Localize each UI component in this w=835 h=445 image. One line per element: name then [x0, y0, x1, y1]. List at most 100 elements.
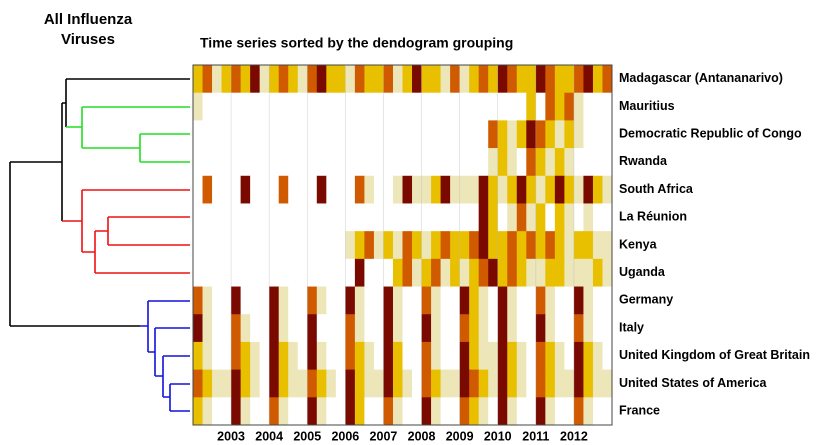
- heat-cell: [240, 369, 251, 398]
- heat-cell: [497, 65, 508, 94]
- heat-cell: [307, 397, 318, 426]
- heat-cell: [469, 120, 480, 149]
- heat-cell: [478, 65, 489, 94]
- heat-cell: [354, 341, 365, 371]
- heat-cell: [326, 369, 337, 398]
- heat-cell: [212, 314, 222, 343]
- heat-cell: [231, 65, 242, 94]
- heat-cell: [354, 369, 365, 398]
- heat-cell: [440, 314, 451, 343]
- heat-cell: [478, 369, 489, 398]
- heat-cell: [573, 92, 584, 121]
- heat-cell: [421, 397, 432, 426]
- heat-cell: [450, 92, 461, 121]
- heat-cell: [288, 92, 299, 121]
- heat-cell: [193, 397, 203, 426]
- heat-cell: [402, 397, 413, 426]
- heat-cell: [193, 175, 203, 204]
- heat-cell: [240, 203, 251, 232]
- heat-cell: [316, 175, 327, 204]
- heat-cell: [602, 65, 613, 94]
- row-label: South Africa: [619, 182, 694, 196]
- heat-cell: [412, 231, 422, 260]
- heat-cell: [288, 175, 299, 204]
- heat-cell: [250, 258, 261, 287]
- heat-cell: [259, 286, 270, 315]
- heat-cell: [421, 65, 432, 94]
- heat-cell: [412, 397, 422, 426]
- heat-cell: [250, 369, 261, 398]
- heat-cell: [316, 258, 327, 287]
- heat-cell: [526, 175, 537, 204]
- heat-cell: [545, 203, 556, 232]
- heat-cell: [450, 148, 461, 177]
- heat-cell: [193, 148, 203, 177]
- heat-cell: [459, 175, 470, 204]
- heat-cell: [412, 369, 422, 398]
- heat-cell: [573, 203, 584, 232]
- heat-cell: [212, 175, 222, 204]
- heat-cell: [488, 65, 499, 94]
- heat-cell: [364, 92, 375, 121]
- heat-cell: [526, 92, 537, 121]
- heat-cell: [231, 286, 242, 315]
- heat-cell: [535, 120, 546, 149]
- heat-cell: [202, 148, 213, 177]
- heat-cell: [440, 65, 451, 94]
- heat-cell: [554, 120, 565, 149]
- heat-cell: [526, 65, 537, 94]
- heat-cell: [402, 203, 413, 232]
- heat-cell: [373, 120, 384, 149]
- heat-cell: [364, 369, 375, 398]
- heat-cell: [545, 65, 556, 94]
- heat-cell: [583, 148, 594, 177]
- heat-cell: [488, 231, 499, 260]
- heat-cell: [307, 286, 318, 315]
- heat-cell: [402, 286, 413, 315]
- heat-cell: [212, 369, 222, 398]
- row-label: France: [619, 403, 660, 417]
- heat-cell: [269, 258, 280, 287]
- heat-cell: [488, 341, 499, 371]
- heat-cell: [497, 286, 508, 315]
- heat-cell: [421, 120, 432, 149]
- heat-cell: [221, 397, 232, 426]
- heat-cell: [259, 369, 270, 398]
- heat-cell: [354, 258, 365, 287]
- heat-cell: [592, 231, 603, 260]
- heat-cell: [459, 231, 470, 260]
- heat-cell: [412, 286, 422, 315]
- heat-cell: [193, 65, 203, 94]
- heat-cell: [269, 175, 280, 204]
- heat-cell: [412, 258, 422, 287]
- heat-cell: [335, 341, 346, 371]
- heat-cell: [583, 175, 594, 204]
- heat-cell: [316, 148, 327, 177]
- heat-cell: [450, 397, 461, 426]
- heat-cell: [526, 203, 537, 232]
- heat-cell: [431, 341, 441, 371]
- heat-cell: [354, 203, 365, 232]
- heat-cell: [516, 397, 527, 426]
- heat-cell: [488, 314, 499, 343]
- heat-cell: [583, 397, 594, 426]
- heat-cell: [307, 314, 318, 343]
- x-tick-label: 2003: [217, 429, 245, 443]
- heat-cell: [392, 231, 403, 260]
- heat-cell: [583, 231, 594, 260]
- heat-cell: [392, 286, 403, 315]
- heat-cell: [307, 258, 318, 287]
- heat-cell: [516, 203, 527, 232]
- heat-cell: [469, 341, 480, 371]
- heat-cell: [364, 286, 375, 315]
- heat-cell: [221, 92, 232, 121]
- heat-cell: [193, 92, 203, 121]
- heat-cell: [231, 341, 242, 371]
- heat-cell: [497, 203, 508, 232]
- heat-cell: [240, 65, 251, 94]
- heat-cell: [507, 286, 518, 315]
- heat-cell: [240, 120, 251, 149]
- heat-cell: [488, 148, 499, 177]
- heat-cell: [583, 258, 594, 287]
